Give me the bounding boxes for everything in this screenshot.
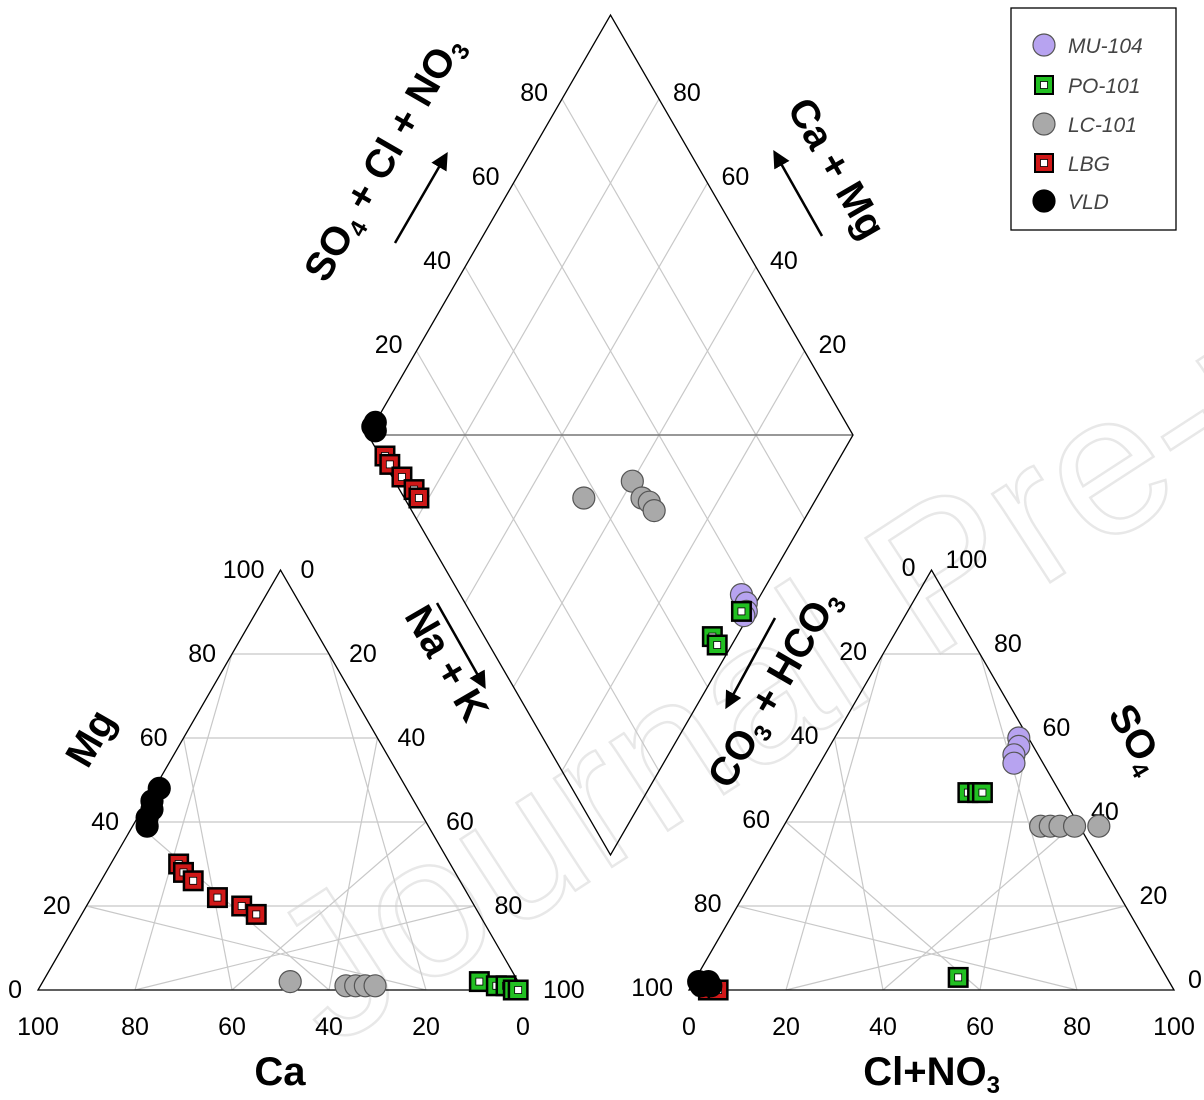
ca-mg-axis-title: Ca + Mg <box>779 91 894 247</box>
legend-marker <box>1032 33 1056 57</box>
arrow-na-k <box>435 602 486 690</box>
diamond-point-po-101 <box>706 634 728 656</box>
so4-tick-label: 100 <box>946 546 988 574</box>
cl-no3-axis-title: Cl+NO3 <box>863 1050 1000 1099</box>
ca-mg-tick-label: 20 <box>819 331 847 359</box>
legend-marker <box>1032 112 1056 136</box>
legend-entry-vld: VLD <box>1032 189 1109 214</box>
cation-point-po-101 <box>507 979 529 1001</box>
legend-entry-po-101: PO-101 <box>1034 75 1140 98</box>
legend-marker <box>1034 75 1054 95</box>
anion-point-po-101 <box>947 966 969 988</box>
legend-entry-mu-104: MU-104 <box>1032 33 1143 58</box>
so4-axis-title: SO4 <box>1095 697 1173 784</box>
ca-tick-label: 80 <box>121 1013 149 1041</box>
legend-label: LC-101 <box>1068 114 1137 137</box>
na-k-tick-label: 80 <box>495 892 523 920</box>
na-k-tick-label: 0 <box>301 556 315 584</box>
anion-point-po-101 <box>971 782 993 804</box>
anion-point-lc-101 <box>1062 814 1087 838</box>
co3-hco3-tick-label: 80 <box>694 890 722 918</box>
mg-tick-label: 100 <box>223 556 265 584</box>
diamond-point-lc-101 <box>642 499 666 523</box>
cl-no3-tick-label: 40 <box>869 1013 897 1041</box>
anion-point-lc-101 <box>1087 814 1111 838</box>
cation-point-lbg <box>182 870 204 892</box>
mg-tick-label: 60 <box>140 724 168 752</box>
mg-axis-title: Mg <box>57 702 124 774</box>
direction-arrows <box>393 149 824 710</box>
legend-entry-lbg: LBG <box>1034 153 1110 176</box>
ca-tick-label: 60 <box>218 1013 246 1041</box>
cl-no3-tick-label: 80 <box>1063 1013 1091 1041</box>
co3-hco3-tick-label: 0 <box>902 554 916 582</box>
ca-tick-label: 20 <box>412 1013 440 1041</box>
cation-point-lc-101 <box>363 974 387 998</box>
cation-point-lc-101 <box>278 969 302 994</box>
mg-tick-label: 20 <box>43 892 71 920</box>
na-k-tick-label: 100 <box>543 976 585 1004</box>
legend-label: PO-101 <box>1068 75 1140 98</box>
cl-no3-tick-label: 0 <box>682 1013 696 1041</box>
ca-tick-label: 100 <box>17 1013 59 1041</box>
legend-marker <box>1034 153 1054 173</box>
co3-hco3-tick-label: 60 <box>742 806 770 834</box>
cation-point-po-101 <box>468 971 490 993</box>
so4-tick-label: 80 <box>994 630 1022 658</box>
ca-tick-label: 40 <box>315 1013 343 1041</box>
cl-no3-tick-label: 100 <box>1153 1013 1195 1041</box>
svg-text:Ca + Mg: Ca + Mg <box>779 91 894 247</box>
ca-mg-tick-label: 80 <box>673 79 701 107</box>
so4-tick-label: 20 <box>1140 882 1168 910</box>
diamond-point-po-101 <box>730 600 752 622</box>
ca-axis-title: Ca <box>254 1050 306 1094</box>
diamond-point-vld <box>363 410 387 434</box>
diamond-point-lc-101 <box>572 486 596 510</box>
na-k-tick-label: 60 <box>446 808 474 836</box>
cl-no3-tick-label: 20 <box>772 1013 800 1041</box>
svg-text:Cl+NO3: Cl+NO3 <box>863 1050 1000 1099</box>
na-k-tick-label: 40 <box>398 724 426 752</box>
legend-label: VLD <box>1068 191 1109 214</box>
ca-mg-tick-label: 60 <box>722 163 750 191</box>
diamond-point-lbg <box>408 487 430 509</box>
data-points <box>135 410 1111 1001</box>
anion-point-vld <box>699 974 723 998</box>
diamond-point-lbg <box>379 453 401 475</box>
anion-point-mu-104 <box>1002 751 1026 775</box>
co3-hco3-tick-label: 100 <box>631 974 673 1002</box>
cation-point-lbg <box>206 887 228 909</box>
co3-hco3-tick-label: 20 <box>839 638 867 666</box>
tick-labels: 100 80 60 40 20 0 0 20 40 60 80 100 0 20 40 60 80 100 0 20 4… <box>8 79 1202 1041</box>
so4-cl-no3-tick-label: 60 <box>472 163 500 191</box>
cl-no3-tick-label: 60 <box>966 1013 994 1041</box>
mg-tick-label: 40 <box>91 808 119 836</box>
cation-point-lbg <box>245 903 267 925</box>
co3-hco3-tick-label: 40 <box>791 722 819 750</box>
svg-text:SO4: SO4 <box>1095 697 1173 784</box>
legend-label: MU-104 <box>1068 35 1143 58</box>
so4-tick-label: 60 <box>1043 714 1071 742</box>
ca-tick-label: 0 <box>516 1013 530 1041</box>
arrow-ca-mg <box>773 149 824 237</box>
mg-tick-label: 0 <box>8 976 22 1004</box>
diamond-axis-titles: SO4 + Cl + NO3 Ca + Mg <box>296 28 894 291</box>
arrow-so4-cl-no3 <box>393 151 448 244</box>
so4-cl-no3-tick-label: 20 <box>375 331 403 359</box>
so4-cl-no3-tick-label: 80 <box>520 79 548 107</box>
legend: MU-104 PO-101 LC-101 LBG VLD <box>1010 7 1177 231</box>
so4-cl-no3-tick-label: 40 <box>423 247 451 275</box>
cation-point-vld <box>135 814 159 838</box>
legend-entry-lc-101: LC-101 <box>1032 112 1137 137</box>
so4-tick-label: 0 <box>1188 966 1202 994</box>
ca-mg-tick-label: 40 <box>770 247 798 275</box>
legend-marker <box>1032 189 1056 213</box>
mg-tick-label: 80 <box>188 640 216 668</box>
legend-label: LBG <box>1068 153 1110 176</box>
arrow-co3-hco3 <box>725 617 777 710</box>
na-k-tick-label: 20 <box>349 640 377 668</box>
